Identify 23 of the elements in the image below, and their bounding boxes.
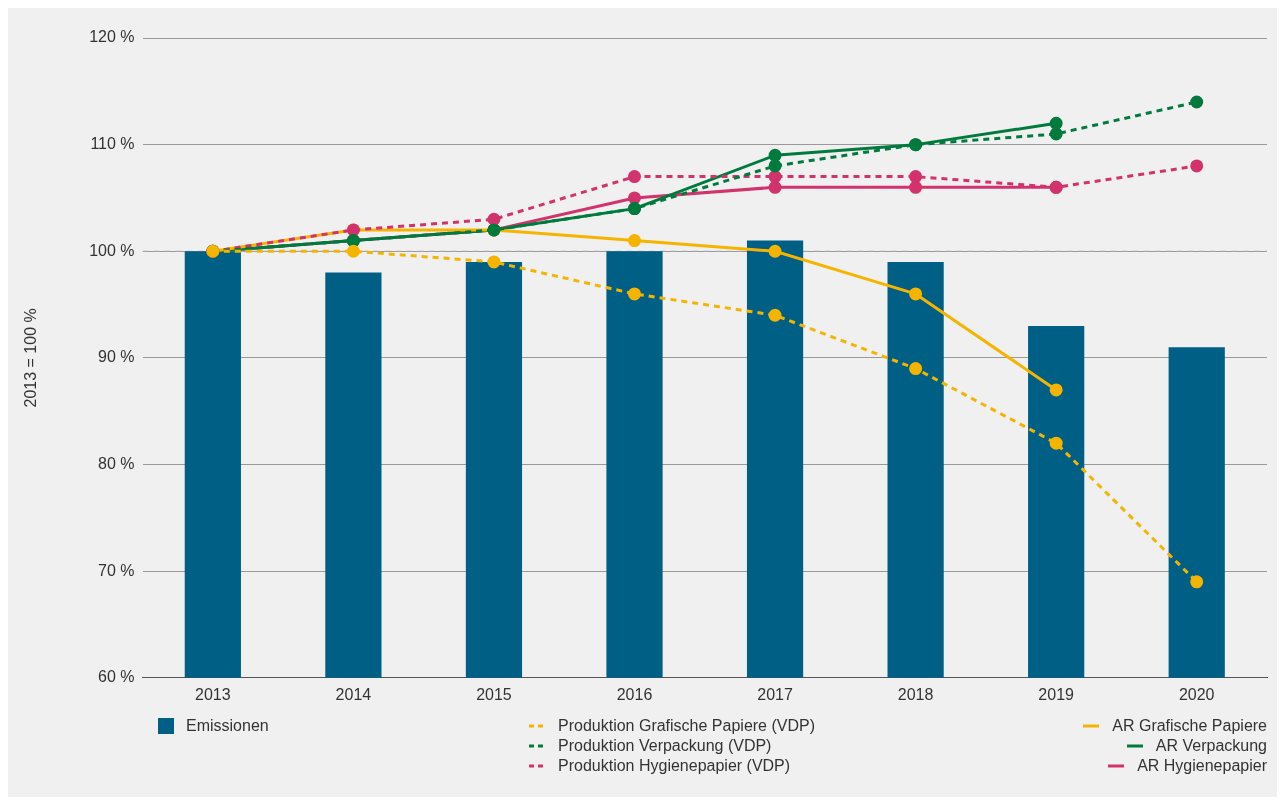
y-tick-label: 60 %	[98, 668, 135, 686]
legend-label: Produktion Verpackung (VDP)	[558, 737, 772, 755]
x-tick-label: 2019	[1038, 685, 1075, 703]
y-tick-label: 110 %	[90, 135, 135, 153]
y-tick-label: 90 %	[98, 348, 135, 366]
y-axis-title: 2013 = 100 %	[22, 308, 40, 408]
legend-label: Emissionen	[186, 717, 269, 735]
y-tick-label: 120 %	[89, 28, 135, 46]
y-tick-label: 70 %	[98, 561, 135, 579]
x-tick-label: 2015	[476, 685, 512, 703]
legend-label: Produktion Hygienepapier (VDP)	[558, 757, 791, 775]
x-tick-label: 2014	[335, 685, 372, 703]
x-tick-label: 2020	[1178, 685, 1215, 703]
x-tick-label: 2013	[195, 685, 231, 703]
legend-label: AR Verpackung	[1155, 737, 1267, 755]
legend-label: AR Hygienepapier	[1137, 757, 1267, 775]
y-tick-label: 80 %	[98, 454, 135, 472]
x-tick-label: 2016	[616, 685, 653, 703]
y-tick-label: 100 %	[89, 241, 135, 259]
x-tick-label: 2017	[757, 685, 793, 703]
legend-label: AR Grafische Papiere	[1112, 717, 1267, 735]
x-tick-label: 2018	[897, 685, 934, 703]
legend-label: Produktion Grafische Papiere (VDP)	[558, 717, 815, 735]
